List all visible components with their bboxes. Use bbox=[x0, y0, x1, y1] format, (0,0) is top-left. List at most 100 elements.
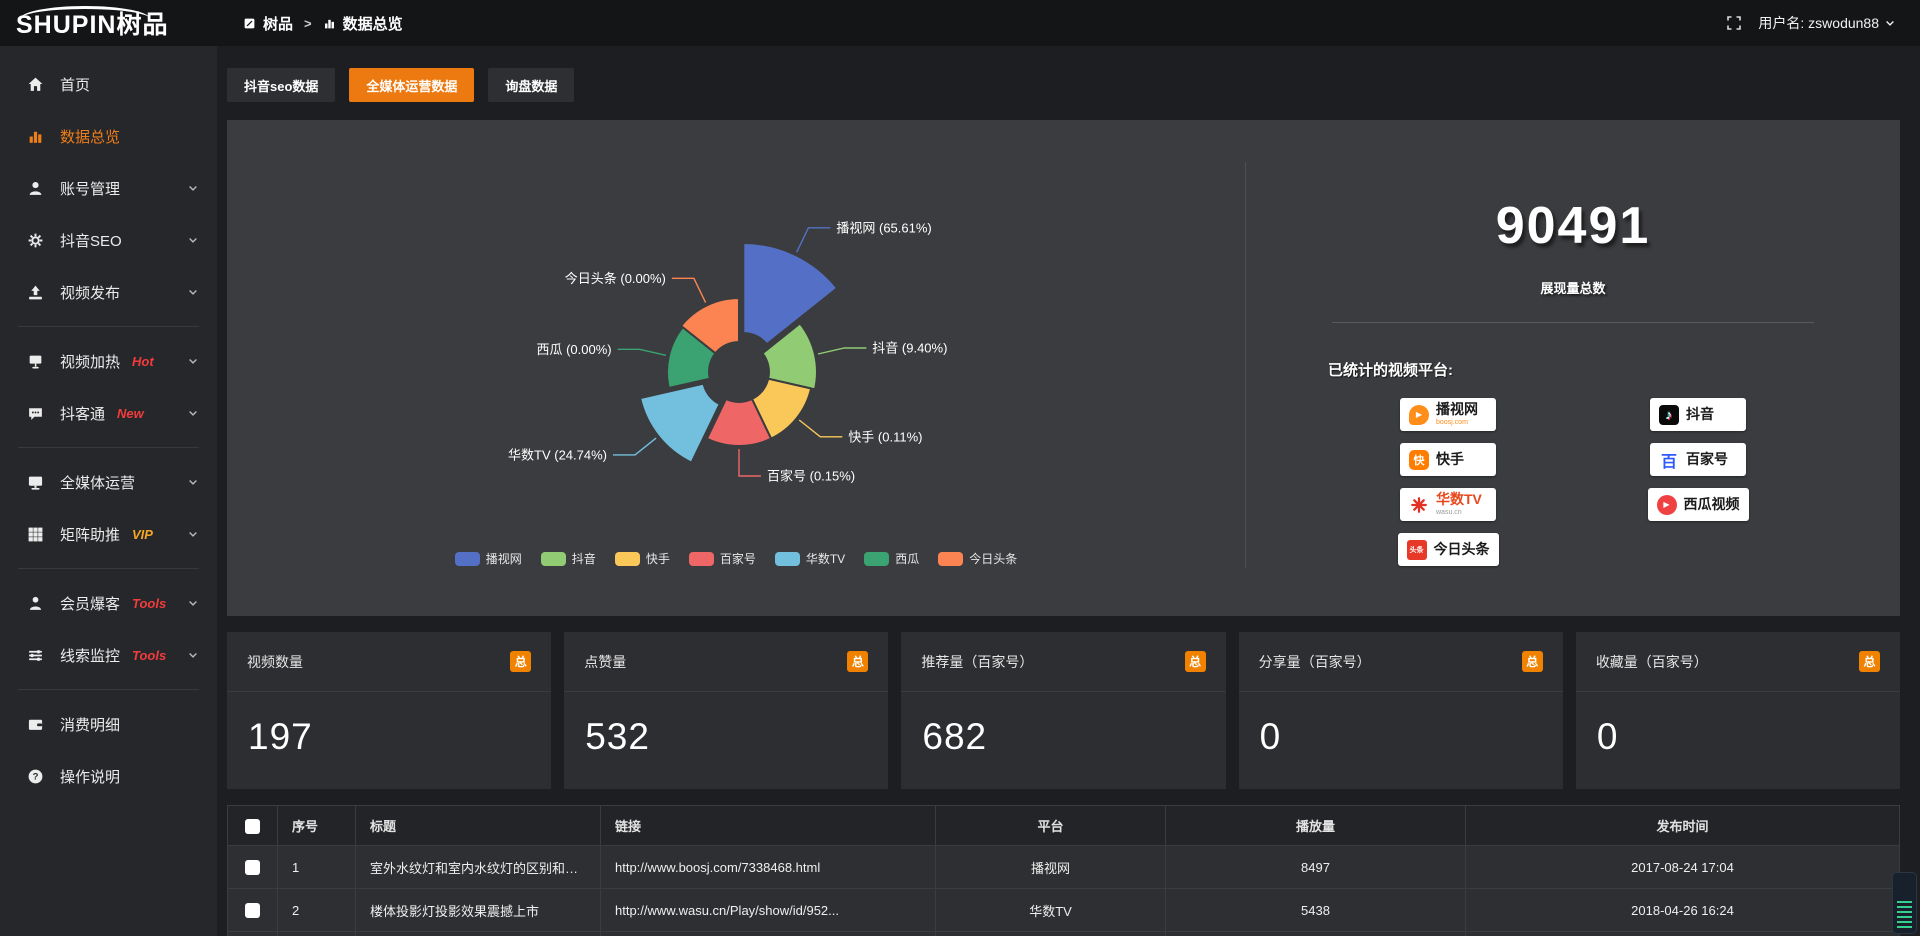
legend-swatch bbox=[688, 551, 714, 566]
tab-1[interactable]: 抖音seo数据 bbox=[227, 68, 336, 102]
table-head: 序号 标题 链接 平台 播放量 发布时间 bbox=[227, 805, 1900, 846]
platform-name: 华数TV bbox=[1436, 491, 1482, 508]
legend-label: 快手 bbox=[645, 552, 670, 566]
legend-swatch bbox=[864, 551, 890, 566]
legend-label: 华数TV bbox=[805, 552, 846, 566]
row-checkbox[interactable] bbox=[245, 903, 260, 919]
platform-chip-西瓜视频: ▶ 西瓜视频 bbox=[1647, 488, 1749, 521]
cell-link[interactable]: http://www.wasu.cn/Play/show/id/952... bbox=[600, 888, 936, 932]
legend-item-快手[interactable]: 快手 bbox=[614, 550, 670, 567]
wasu-logo-icon bbox=[1409, 495, 1429, 515]
sidebar-item-chart[interactable]: 数据总览 bbox=[0, 110, 217, 162]
pie-slice-西瓜 bbox=[666, 325, 717, 390]
sidebar-item-wallet[interactable]: 消费明细 bbox=[0, 698, 217, 750]
chevron-down-icon bbox=[187, 286, 199, 298]
sidebar-item-heat[interactable]: 视频加热 Hot bbox=[0, 335, 217, 387]
pie-label-line bbox=[798, 419, 843, 438]
sidebar-item-publish[interactable]: 视频发布 bbox=[0, 266, 217, 318]
stat-card-value: 197 bbox=[248, 716, 313, 757]
table-header-row: 序号 标题 链接 平台 播放量 发布时间 bbox=[227, 805, 1900, 846]
total-impressions-label: 展现量总数 bbox=[1540, 281, 1606, 296]
topbar-right: 用户名: zswodun88 bbox=[1726, 13, 1896, 33]
pie-label-line bbox=[738, 449, 761, 477]
heat-icon bbox=[27, 353, 45, 370]
legend-item-今日头条[interactable]: 今日头条 bbox=[938, 550, 1017, 567]
chevron-down-icon bbox=[187, 355, 199, 367]
sidebar-item-home[interactable]: 首页 bbox=[0, 58, 217, 110]
sidebar-item-badge: Hot bbox=[132, 353, 154, 369]
platform-chip-百家号: 百百家号 bbox=[1650, 443, 1746, 476]
sidebar-item-sliders[interactable]: 线索监控 Tools bbox=[0, 629, 217, 681]
platform-name: 播视网 bbox=[1436, 401, 1478, 418]
topbar: SHUPIN树品 树品 > 数据总览 用户名: zswodun88 bbox=[0, 0, 1920, 46]
stat-card-title: 收藏量（百家号） bbox=[1595, 653, 1708, 670]
cell-platform: 华数TV bbox=[935, 888, 1166, 932]
pie-label-line bbox=[613, 437, 657, 456]
total-badge: 总 bbox=[510, 651, 532, 672]
user-icon bbox=[27, 180, 45, 197]
column-header-seq: 序号 bbox=[277, 805, 356, 846]
sidebar-item-chat[interactable]: 抖客通 New bbox=[0, 387, 217, 439]
cell-empty bbox=[1465, 931, 1900, 936]
stat-card-value: 682 bbox=[922, 716, 988, 757]
stat-card-header: 视频数量 总 bbox=[227, 632, 552, 692]
chat-icon bbox=[27, 405, 45, 422]
select-all-checkbox[interactable] bbox=[245, 818, 260, 834]
platform-sub: wasu.cn bbox=[1436, 509, 1462, 517]
chevron-down-icon bbox=[187, 597, 199, 609]
total-badge: 总 bbox=[847, 651, 869, 672]
pie-slice-播视网 bbox=[742, 241, 839, 346]
legend-label: 西瓜 bbox=[895, 552, 920, 566]
sidebar-item-gear[interactable]: 抖音SEO bbox=[0, 214, 217, 266]
legend-swatch bbox=[614, 551, 640, 566]
platform-chip-抖音: ♪ 抖音 bbox=[1650, 398, 1746, 431]
breadcrumb-root[interactable]: 树品 bbox=[263, 15, 294, 33]
pie-slice-快手 bbox=[750, 377, 813, 441]
chart-legend: 播视网 抖音 快手 百家号 华数TV 西瓜 今日头条 bbox=[227, 550, 1245, 567]
sidebar: 首页 数据总览 账号管理 抖音SEO 视频发布视频加热 Hot 抖客通 New 全媒体运营 矩阵助… bbox=[0, 46, 217, 936]
sidebar-item-question[interactable]: ? 操作说明 bbox=[0, 750, 217, 802]
monitor-icon bbox=[27, 474, 45, 491]
legend-item-百家号[interactable]: 百家号 bbox=[688, 550, 756, 567]
fullscreen-icon[interactable] bbox=[1726, 15, 1742, 31]
tab-3[interactable]: 询盘数据 bbox=[488, 68, 575, 102]
legend-item-华数TV[interactable]: 华数TV bbox=[774, 550, 846, 567]
total-badge: 总 bbox=[1184, 651, 1206, 672]
row-checkbox[interactable] bbox=[245, 860, 260, 876]
legend-item-西瓜[interactable]: 西瓜 bbox=[864, 550, 919, 567]
stat-card-title: 推荐量（百家号） bbox=[921, 653, 1034, 670]
browser-extension-widget[interactable] bbox=[1892, 872, 1917, 934]
platform-chip-今日头条: 头条 今日头条 bbox=[1397, 533, 1499, 566]
tab-2[interactable]: 全媒体运营数据 bbox=[349, 68, 475, 102]
legend-label: 今日头条 bbox=[969, 552, 1018, 566]
pie-label-line bbox=[671, 277, 707, 303]
stat-card-value: 0 bbox=[1596, 716, 1619, 757]
user-menu[interactable]: 用户名: zswodun88 bbox=[1758, 13, 1896, 33]
sidebar-item-monitor[interactable]: 全媒体运营 bbox=[0, 456, 217, 508]
member-icon bbox=[27, 595, 45, 612]
platform-chip-快手: 快快手 bbox=[1400, 443, 1496, 476]
legend-item-抖音[interactable]: 抖音 bbox=[540, 550, 596, 567]
sidebar-item-user[interactable]: 账号管理 bbox=[0, 162, 217, 214]
table-row-2: 2 楼体投影灯投影效果震撼上市 http://www.wasu.cn/Play/sh… bbox=[227, 888, 1900, 932]
sidebar-item-label: 视频发布 bbox=[60, 284, 121, 302]
sidebar-item-grid[interactable]: 矩阵助推 VIP bbox=[0, 508, 217, 560]
stat-card-title: 分享量（百家号） bbox=[1258, 653, 1371, 670]
pie-slice-抖音 bbox=[761, 321, 818, 391]
toutiao-logo-icon: 头条 bbox=[1406, 539, 1427, 560]
stat-card-value: 532 bbox=[585, 716, 650, 757]
cell-empty bbox=[355, 931, 601, 936]
breadcrumb-separator: > bbox=[304, 15, 312, 31]
sidebar-item-member[interactable]: 会员爆客 Tools bbox=[0, 577, 217, 629]
horizontal-divider bbox=[1332, 322, 1814, 323]
bar-chart-icon bbox=[323, 17, 336, 30]
legend-swatch bbox=[774, 551, 800, 566]
platform-column-1: ▶ 播视网 boosj.com 快快手 华数TV wasu.cn 头条 今日头条 bbox=[1393, 398, 1503, 566]
cell-link[interactable]: http://www.boosj.com/7338468.html bbox=[600, 845, 936, 889]
pie-slice-今日头条 bbox=[679, 296, 740, 355]
column-header-title: 标题 bbox=[355, 805, 601, 846]
cell-title[interactable]: 楼体投影灯投影效果震撼上市 bbox=[355, 888, 601, 932]
legend-item-播视网[interactable]: 播视网 bbox=[454, 550, 522, 567]
cell-title[interactable]: 室外水纹灯和室内水纹灯的区别和简介 bbox=[355, 845, 601, 889]
grid-icon bbox=[27, 526, 45, 543]
